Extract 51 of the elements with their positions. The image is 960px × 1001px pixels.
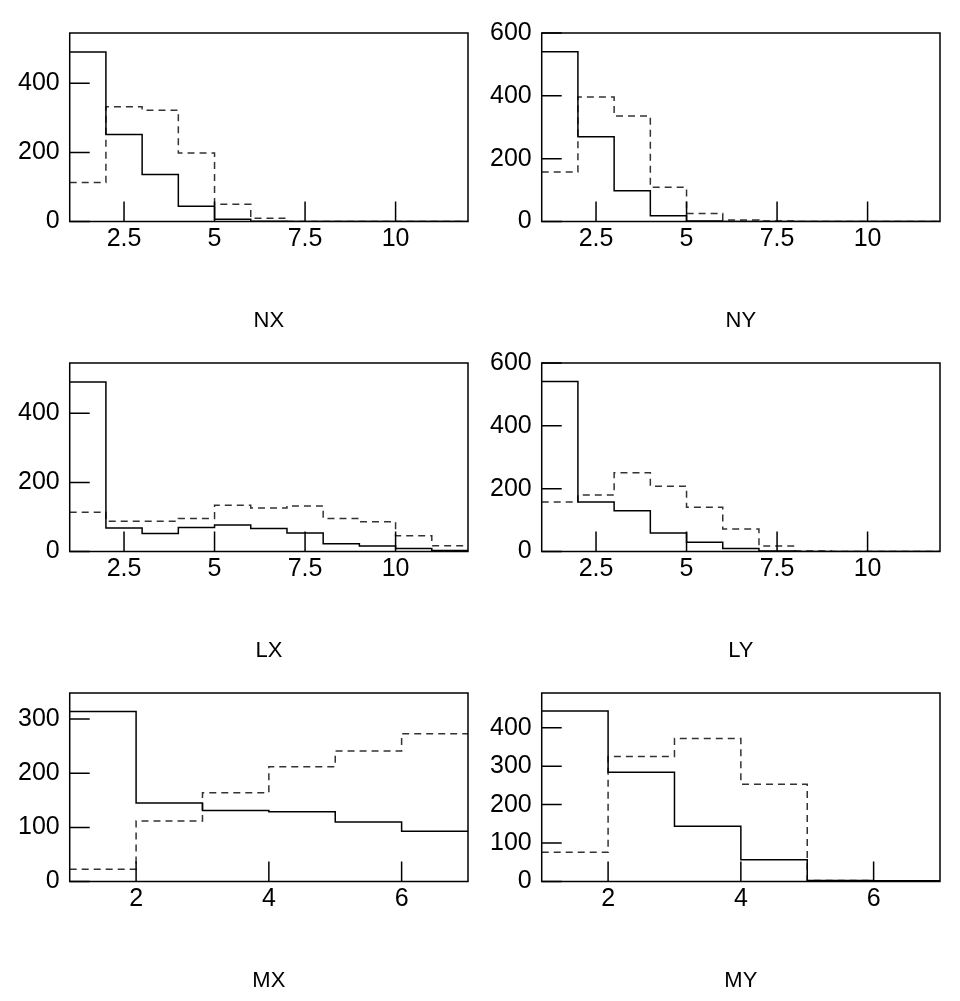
x-tick-label: 2.5 — [106, 553, 142, 582]
x-tick-label: 10 — [381, 553, 410, 582]
x-tick-label: 10 — [381, 223, 410, 252]
x-tick-label: 6 — [394, 883, 409, 912]
x-tick-label: 7.5 — [287, 553, 323, 582]
y-tick-label: 400 — [489, 409, 532, 438]
x-tick-label: 5 — [207, 553, 222, 582]
y-tick-label: 400 — [489, 711, 532, 740]
y-tick-label: 0 — [45, 535, 60, 564]
x-tick-label: 2.5 — [578, 553, 614, 582]
y-tick-label: 400 — [489, 79, 532, 108]
x-tick-label: 2.5 — [578, 223, 614, 252]
y-tick-label: 600 — [489, 16, 532, 45]
x-tick-label: 10 — [853, 223, 882, 252]
y-tick-label: 100 — [17, 811, 60, 840]
x-tick-label: 2 — [129, 883, 144, 912]
y-tick-label: 0 — [517, 865, 532, 894]
x-axis-title: MX — [252, 966, 286, 992]
y-tick-label: 200 — [489, 472, 532, 501]
y-tick-label: 400 — [17, 397, 60, 426]
x-axis-title: LX — [255, 636, 283, 662]
y-tick-label: 200 — [17, 466, 60, 495]
y-tick-label: 200 — [489, 788, 532, 817]
x-tick-label: 7.5 — [759, 223, 795, 252]
x-tick-label: 5 — [679, 223, 694, 252]
x-axis-title: MY — [724, 966, 758, 992]
x-tick-label: 4 — [261, 883, 276, 912]
y-tick-label: 200 — [17, 136, 60, 165]
y-tick-label: 0 — [45, 205, 60, 234]
x-tick-label: 7.5 — [287, 223, 323, 252]
x-axis-title: LY — [728, 636, 754, 662]
x-tick-label: 10 — [853, 553, 882, 582]
y-tick-label: 200 — [17, 757, 60, 786]
x-axis-title: NX — [253, 306, 285, 332]
x-tick-label: 6 — [866, 883, 881, 912]
y-tick-label: 100 — [489, 827, 532, 855]
x-tick-label: 2 — [601, 883, 616, 912]
x-axis-title: NY — [725, 306, 757, 332]
y-tick-label: 0 — [45, 865, 60, 894]
y-tick-label: 0 — [517, 205, 532, 234]
y-tick-label: 200 — [489, 142, 532, 171]
y-tick-label: 600 — [489, 346, 532, 375]
y-tick-label: 0 — [517, 535, 532, 564]
y-tick-label: 400 — [17, 67, 60, 96]
x-tick-label: 5 — [207, 223, 222, 252]
y-tick-label: 300 — [17, 702, 60, 731]
x-tick-label: 4 — [733, 883, 748, 912]
x-tick-label: 5 — [679, 553, 694, 582]
y-tick-label: 300 — [489, 750, 532, 779]
x-tick-label: 2.5 — [106, 223, 142, 252]
x-tick-label: 7.5 — [759, 553, 795, 582]
